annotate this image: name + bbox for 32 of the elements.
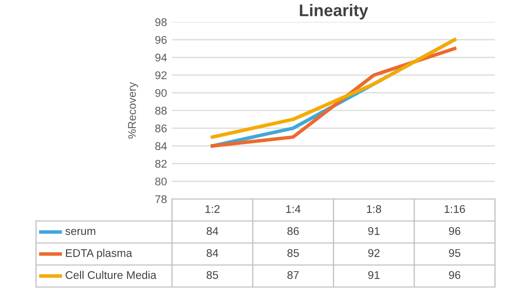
data-label: 91 [368, 227, 380, 235]
y-tick-label: 96 [155, 36, 167, 44]
data-label: 95 [448, 249, 460, 257]
x-tick-label: 1:4 [286, 205, 301, 213]
data-label: 84 [206, 227, 218, 235]
data-label: 84 [206, 249, 218, 257]
y-tick-label: 94 [155, 54, 167, 62]
x-tick-label: 1:16 [444, 205, 465, 213]
y-tick-label: 84 [155, 142, 167, 150]
legend-label: EDTA plasma [66, 248, 132, 260]
data-label: 87 [287, 271, 299, 279]
x-tick-label: 1:8 [367, 205, 382, 213]
y-tick-label: 88 [155, 106, 167, 115]
data-label: 96 [448, 227, 460, 235]
x-tick-label: 1:2 [206, 205, 220, 213]
y-tick-label: 86 [155, 124, 167, 132]
y-tick-label: 78 [155, 195, 167, 204]
data-label: 85 [287, 249, 299, 257]
y-tick-label: 92 [155, 71, 167, 80]
data-label: 85 [206, 271, 218, 279]
y-tick-label: 90 [155, 89, 167, 97]
y-tick-label: 98 [155, 18, 167, 26]
legend-label: serum [65, 228, 96, 235]
y-axis-title: %Recovery [128, 82, 138, 139]
y-tick-label: 80 [155, 178, 167, 186]
chart-title: Linearity [300, 4, 368, 20]
data-label: 92 [368, 249, 380, 257]
y-tick-label: 82 [155, 160, 167, 168]
data-label: 96 [448, 271, 460, 279]
data-label: 86 [287, 227, 299, 235]
legend-label: Cell Culture Media [66, 270, 156, 279]
data-label: 91 [368, 271, 380, 279]
